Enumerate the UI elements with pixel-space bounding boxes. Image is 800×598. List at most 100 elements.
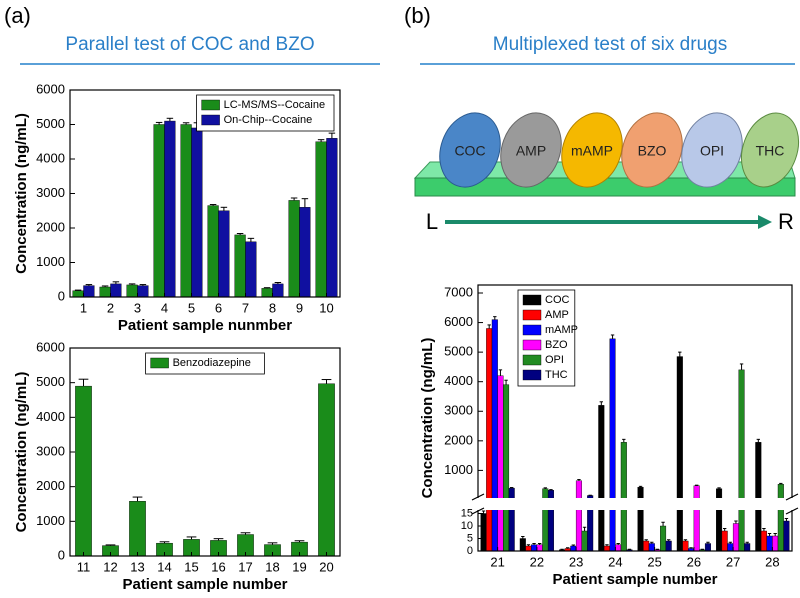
y-tick-label: 4000 bbox=[36, 409, 65, 424]
pad bbox=[500, 112, 562, 188]
pad-label: AMP bbox=[516, 143, 546, 159]
error-bar bbox=[112, 281, 120, 284]
x-tick-label: 23 bbox=[569, 554, 583, 569]
y-tick-label: 3000 bbox=[444, 403, 473, 418]
error-bar bbox=[745, 541, 749, 544]
bar bbox=[615, 544, 622, 552]
bar bbox=[581, 530, 588, 552]
axis-break-mark bbox=[471, 493, 485, 501]
legend: Benzodiazepine bbox=[145, 352, 265, 375]
x-tick-label: 15 bbox=[184, 559, 198, 574]
x-tick-label: 25 bbox=[647, 554, 661, 569]
x-tick-label: 16 bbox=[211, 559, 225, 574]
bar bbox=[272, 283, 284, 298]
chip-diagram: COC AMP mAMP BZO OPI THC L R bbox=[413, 112, 800, 234]
legend-label: OPI bbox=[545, 354, 564, 366]
bar bbox=[126, 284, 138, 298]
x-tick-label: 8 bbox=[269, 300, 276, 315]
x-axis-title: Patient sample number bbox=[122, 576, 287, 593]
y-tick-label: 0 bbox=[58, 547, 65, 562]
x-tick-label: 12 bbox=[103, 559, 117, 574]
error-bar bbox=[773, 533, 777, 536]
error-bar bbox=[139, 284, 147, 286]
error-bar bbox=[667, 539, 671, 541]
bar bbox=[519, 538, 526, 552]
bar bbox=[315, 141, 327, 298]
x-tick-label: 20 bbox=[319, 559, 333, 574]
y-tick-label: 0 bbox=[467, 545, 473, 557]
error-bar bbox=[661, 521, 665, 526]
error-bar bbox=[599, 401, 603, 406]
y-tick-label: 2000 bbox=[444, 432, 473, 447]
error-bar bbox=[236, 233, 244, 235]
bar bbox=[318, 383, 335, 557]
y-tick-label: 5 bbox=[467, 532, 473, 544]
legend-swatch bbox=[522, 369, 542, 381]
error-bar bbox=[294, 540, 305, 543]
legend-swatch bbox=[201, 114, 220, 126]
bar bbox=[609, 338, 616, 552]
bar bbox=[772, 535, 779, 552]
pad-label: BZO bbox=[638, 143, 667, 159]
arrow-head bbox=[758, 215, 772, 229]
bar bbox=[704, 543, 711, 552]
error-bar bbox=[290, 197, 298, 201]
y-tick-label: 6000 bbox=[444, 314, 473, 329]
x-tick-label: 5 bbox=[188, 300, 195, 315]
x-tick-label: 21 bbox=[490, 554, 504, 569]
error-bar bbox=[616, 543, 620, 545]
error-bar bbox=[159, 541, 170, 544]
y-tick-label: 10 bbox=[461, 520, 473, 532]
bar bbox=[480, 513, 487, 552]
error-bar bbox=[605, 544, 609, 546]
error-bar bbox=[706, 541, 710, 544]
bar bbox=[508, 487, 515, 552]
bar bbox=[665, 540, 672, 552]
bar bbox=[732, 523, 739, 552]
error-bar bbox=[510, 487, 514, 489]
panel-label: (a) bbox=[4, 3, 31, 28]
y-axis-title: Concentration (ng/mL) bbox=[13, 372, 30, 533]
y-tick-label: 5000 bbox=[36, 374, 65, 389]
bar bbox=[783, 520, 790, 552]
bar bbox=[766, 535, 773, 552]
bar bbox=[598, 405, 605, 552]
error-bar bbox=[784, 518, 789, 521]
pad bbox=[439, 112, 501, 188]
error-bar bbox=[543, 487, 548, 489]
bar bbox=[738, 369, 745, 552]
error-bar bbox=[263, 287, 271, 289]
pad bbox=[621, 112, 683, 188]
bar bbox=[503, 384, 510, 552]
bar bbox=[245, 241, 257, 298]
error-bar bbox=[526, 544, 531, 546]
axis-break-mark bbox=[785, 493, 799, 501]
error-bar bbox=[549, 489, 553, 491]
error-bar bbox=[186, 536, 197, 540]
bar bbox=[491, 319, 498, 552]
panel-heading: Parallel test of COC and BZO bbox=[65, 34, 314, 55]
x-tick-label: 14 bbox=[157, 559, 171, 574]
panel-label: (b) bbox=[404, 3, 431, 28]
error-bar bbox=[267, 542, 278, 545]
error-bar bbox=[317, 139, 325, 142]
x-tick-label: 13 bbox=[130, 559, 144, 574]
y-tick-label: 7000 bbox=[444, 284, 473, 299]
error-bar bbox=[328, 132, 336, 139]
legend-label: THC bbox=[545, 369, 568, 381]
legend-swatch bbox=[522, 294, 542, 306]
bar bbox=[620, 442, 627, 552]
error-bar bbox=[683, 539, 688, 541]
legend-label: Benzodiazepine bbox=[173, 357, 251, 369]
error-bar bbox=[779, 482, 783, 485]
x-tick-label: 28 bbox=[765, 554, 779, 569]
error-bar bbox=[622, 438, 626, 443]
bar bbox=[760, 530, 767, 552]
legend-label: BZO bbox=[545, 339, 568, 351]
axis-break-mark bbox=[471, 507, 485, 515]
panel-heading: Multiplexed test of six drugs bbox=[493, 34, 727, 55]
error-bar bbox=[644, 539, 648, 541]
bar bbox=[164, 120, 176, 298]
bar bbox=[486, 328, 493, 552]
x-tick-label: 9 bbox=[296, 300, 303, 315]
